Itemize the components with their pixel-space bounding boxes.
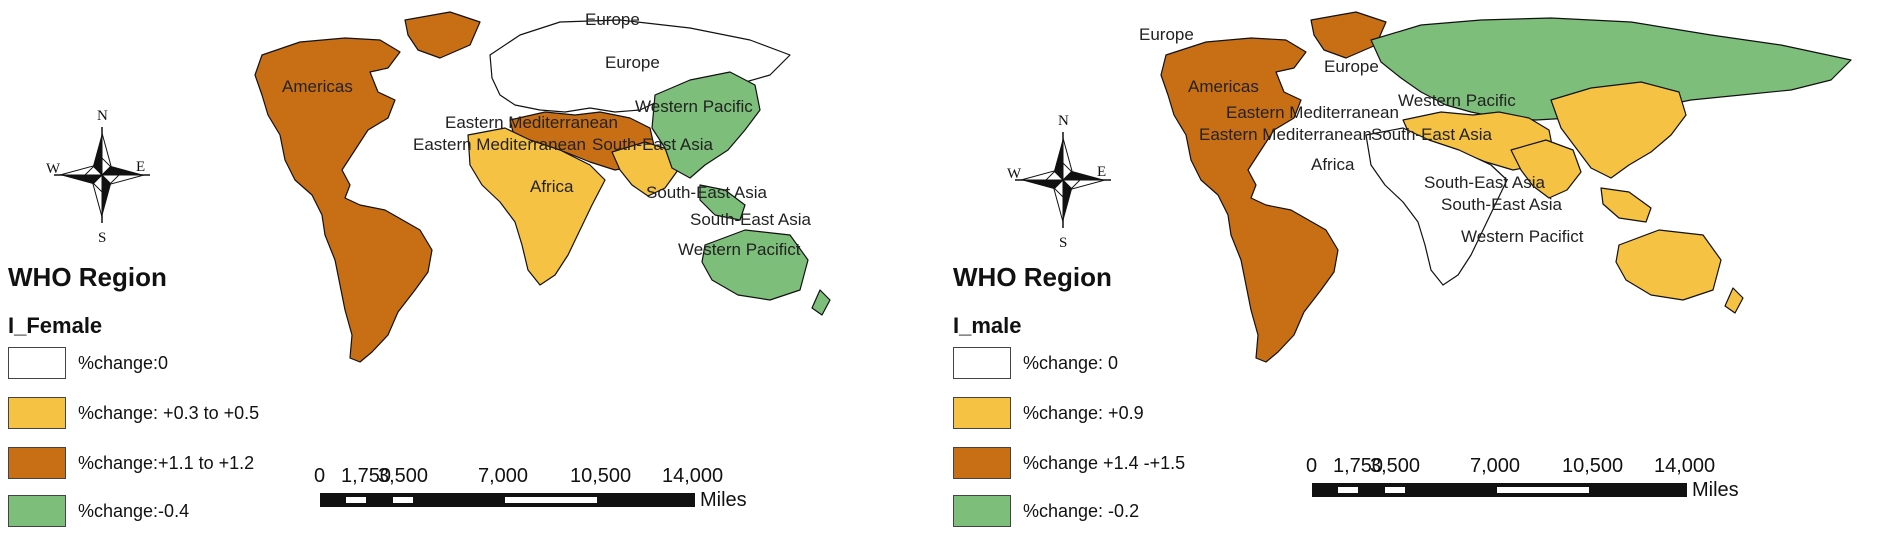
label-eastern-mediterranean-2: Eastern Mediterranean (413, 135, 586, 154)
africa-region (1365, 127, 1508, 286)
label-south-east-asia-3: South-East Asia (690, 210, 812, 229)
label-western-pacific-2: Western Pacifict (678, 240, 801, 259)
scale-tick: 3,500 (1370, 455, 1420, 477)
female-map-panel: Europe Europe Americas Eastern Mediterra… (8, 10, 831, 529)
label-eastern-mediterranean-1: Eastern Mediterranean (445, 113, 618, 132)
compass-west-label: W (46, 161, 61, 177)
male-world-map: Europe Europe Americas Eastern Mediterra… (1007, 11, 1852, 501)
scale-tick: 10,500 (570, 465, 631, 487)
legend-label: %change: +0.9 (1023, 402, 1144, 423)
label-eastern-mediterranean-1: Eastern Mediterranean (1226, 103, 1399, 122)
greenland-region (404, 11, 481, 59)
label-south-east-asia-1: South-East Asia (592, 135, 714, 154)
female-world-map: Europe Europe Americas Eastern Mediterra… (46, 10, 831, 511)
label-europe: Europe (1324, 57, 1379, 76)
western-pacific-region (651, 71, 761, 179)
western-pacific-region (1550, 81, 1687, 179)
legend-label: %change: +0.3 to +0.5 (78, 402, 260, 423)
scale-bar: 0 1,750 3,500 7,000 10,500 14,000 Miles (314, 465, 747, 511)
australia-region (701, 229, 809, 301)
south-east-asia-region (611, 141, 679, 197)
legend-label: %change:-0.4 (78, 500, 190, 521)
legend-item: %change:0 (8, 345, 168, 381)
legend-item: %change:-0.4 (8, 493, 189, 529)
legend-item: %change: -0.2 (953, 493, 1139, 529)
new-zealand-region (1724, 287, 1744, 314)
scale-units: Miles (1692, 479, 1739, 501)
compass-north-label: N (1058, 113, 1069, 129)
americas-region (1160, 37, 1339, 363)
compass-north-label: N (97, 108, 108, 124)
label-south-east-asia-2: South-East Asia (1424, 173, 1546, 192)
australia-region (1615, 229, 1722, 301)
legend-title: WHO Region (953, 262, 1112, 292)
label-south-east-asia-1: South-East Asia (1371, 125, 1493, 144)
legend-swatch (8, 347, 66, 379)
legend-label: %change: -0.2 (1023, 500, 1140, 521)
label-americas: Americas (1188, 77, 1259, 96)
label-europe: Europe (605, 53, 660, 72)
scale-tick: 14,000 (1654, 455, 1715, 477)
scale-tick: 1,750 (1333, 455, 1383, 477)
scale-tick: 10,500 (1562, 455, 1623, 477)
label-europe-north: Europe (585, 10, 640, 29)
scale-tick: 7,000 (1470, 455, 1520, 477)
compass-rose-icon: N S E W (46, 108, 150, 246)
europe-region (1370, 17, 1852, 121)
compass-east-label: E (1097, 164, 1106, 180)
greenland-region (1310, 11, 1387, 59)
label-western-pacific-1: Western Pacific (635, 97, 753, 116)
label-south-east-asia-3: South-East Asia (1441, 195, 1563, 214)
scale-tick: 3,500 (378, 465, 428, 487)
scale-tick: 14,000 (662, 465, 723, 487)
legend-title: WHO Region (8, 262, 167, 292)
label-western-pacific-1: Western Pacific (1398, 91, 1516, 110)
label-eastern-mediterranean-2: Eastern Mediterranean (1199, 125, 1372, 144)
male-map-panel: Europe Europe Americas Eastern Mediterra… (951, 0, 1902, 534)
scale-units: Miles (700, 489, 747, 511)
legend-swatch (953, 397, 1011, 429)
legend-label: %change:0 (78, 352, 169, 373)
south-east-asia-region (1510, 139, 1582, 199)
compass-rose-icon: N S E W (1007, 113, 1111, 251)
label-western-pacific-2: Western Pacifict (1461, 227, 1584, 246)
scale-tick: 7,000 (478, 465, 528, 487)
legend-label: %change: 0 (1023, 352, 1119, 373)
africa-region (467, 127, 606, 286)
western-pacific-islands (699, 184, 746, 221)
legend-swatch (953, 447, 1011, 479)
legend-item: %change: +0.3 to +0.5 (8, 395, 259, 431)
scale-bar: 0 1,750 3,500 7,000 10,500 14,000 Miles (1306, 455, 1739, 501)
scale-tick: 1,750 (341, 465, 391, 487)
legend-item: %change: +0.9 (953, 395, 1144, 431)
compass-south-label: S (98, 230, 106, 246)
legend-swatch (953, 495, 1011, 527)
label-south-east-asia-2: South-East Asia (646, 183, 768, 202)
label-africa: Africa (530, 177, 574, 196)
label-africa: Africa (1311, 155, 1355, 174)
legend-item: %change: 0 (953, 345, 1118, 381)
scale-tick: 0 (1306, 455, 1317, 477)
compass-south-label: S (1059, 235, 1067, 251)
legend-swatch (8, 495, 66, 527)
label-americas: Americas (282, 77, 353, 96)
legend-swatch (8, 447, 66, 479)
western-pacific-islands (1600, 187, 1652, 223)
americas-region (254, 37, 433, 363)
legend-swatch (8, 397, 66, 429)
compass-west-label: W (1007, 166, 1022, 182)
scale-tick: 0 (314, 465, 325, 487)
legend-label: %change +1.4 -+1.5 (1023, 452, 1186, 473)
legend-item: %change:+1.1 to +1.2 (8, 445, 254, 481)
legend-label: %change:+1.1 to +1.2 (78, 452, 255, 473)
label-europe-north: Europe (1139, 25, 1194, 44)
new-zealand-region (811, 289, 831, 316)
legend-item: %change +1.4 -+1.5 (953, 445, 1185, 481)
legend-subtitle: I_male (953, 313, 1022, 338)
legend-swatch (953, 347, 1011, 379)
compass-east-label: E (136, 159, 145, 175)
legend-subtitle: I_Female (8, 313, 103, 338)
